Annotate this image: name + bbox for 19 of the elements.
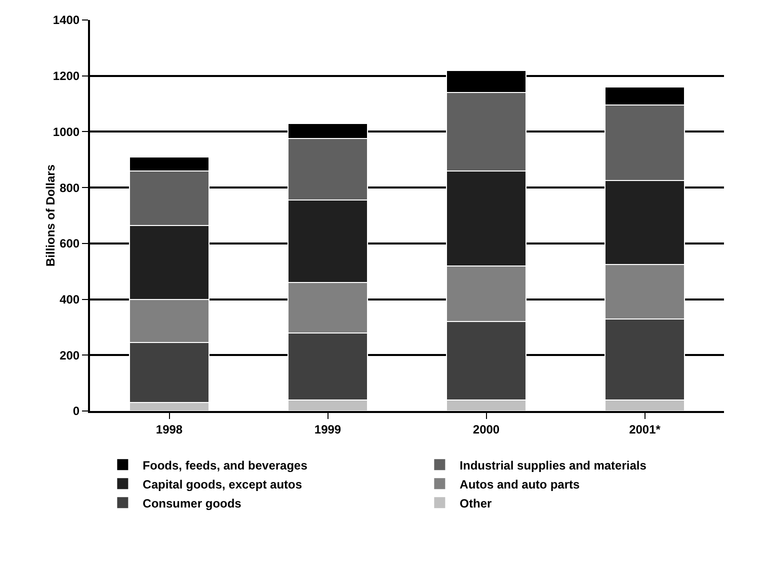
legend-label: Autos and auto parts xyxy=(460,477,580,492)
y-tick-label: 200 xyxy=(60,348,80,362)
x-tick-label: 1998 xyxy=(156,422,183,436)
legend-label: Consumer goods xyxy=(142,496,242,510)
legend-label: Industrial supplies and materials xyxy=(460,458,647,472)
legend-label: Foods, feeds, and beverages xyxy=(142,458,308,472)
x-tick-label: 1999 xyxy=(314,422,342,436)
legend-label: Capital goods, except autos xyxy=(142,477,302,492)
y-tick-label: 600 xyxy=(60,236,80,251)
x-tick-label: 2000 xyxy=(472,422,500,436)
y-axis-title: Billions of Dollars xyxy=(44,164,58,267)
y-tick-label: 1000 xyxy=(52,124,80,139)
y-tick-label: 1200 xyxy=(52,69,80,84)
y-tick-label: 1400 xyxy=(52,13,80,28)
y-tick-label: 400 xyxy=(60,292,80,306)
x-tick-label: 2001* xyxy=(629,422,661,436)
y-tick-label: 800 xyxy=(60,180,80,195)
y-tick-label: 0 xyxy=(72,404,80,418)
legend-label: Other xyxy=(460,496,492,510)
